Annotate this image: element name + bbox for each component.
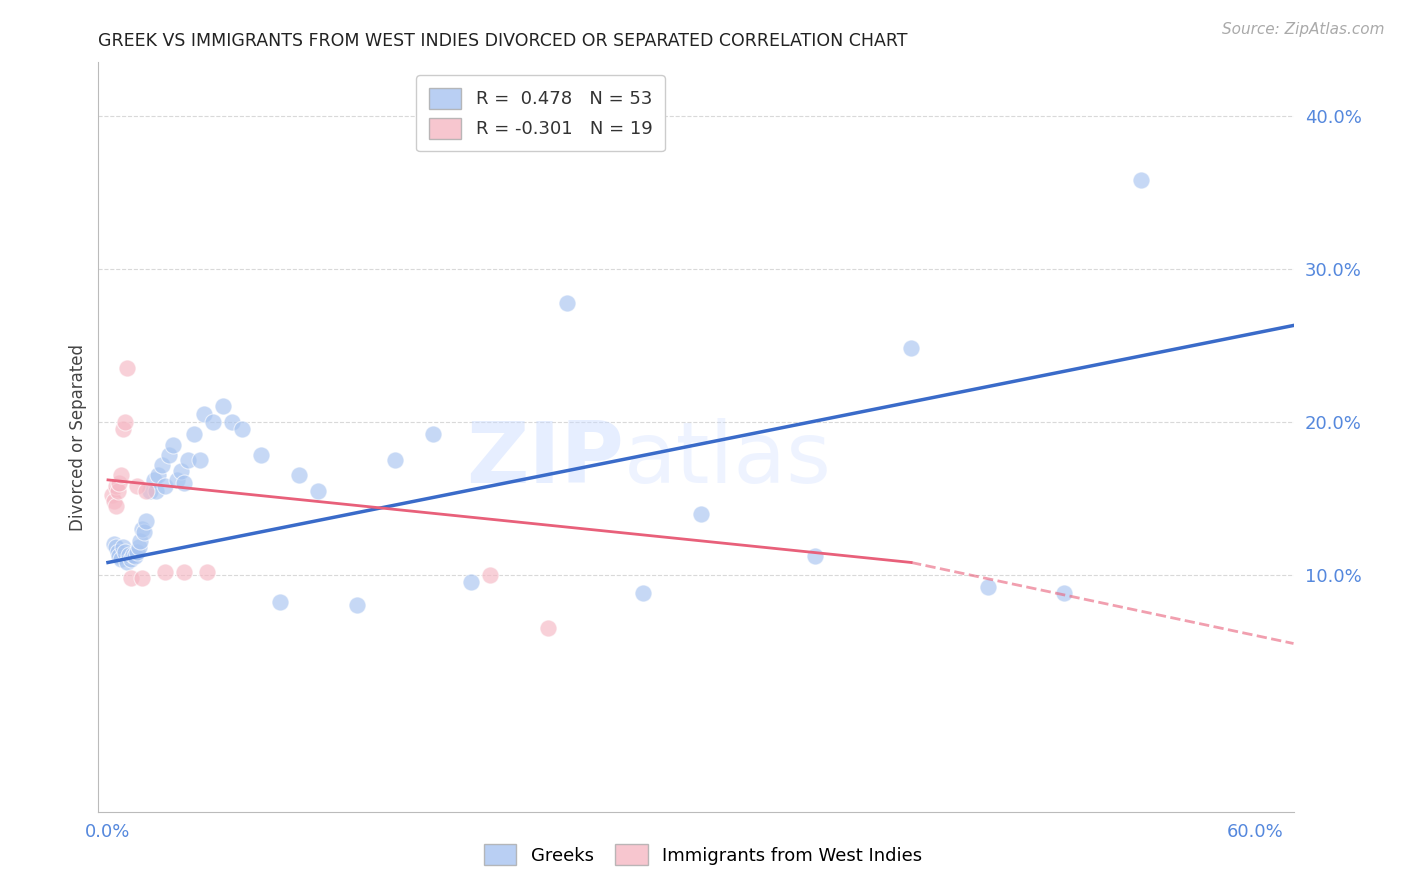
Point	[479, 567, 502, 582]
Point	[307, 483, 329, 498]
Point	[202, 415, 225, 429]
Point	[193, 407, 215, 421]
Point	[120, 571, 142, 585]
Point	[173, 565, 195, 579]
Point	[118, 548, 141, 562]
Point	[162, 438, 184, 452]
Point	[384, 453, 406, 467]
Point	[900, 342, 922, 356]
Text: Source: ZipAtlas.com: Source: ZipAtlas.com	[1222, 22, 1385, 37]
Point	[804, 549, 827, 564]
Point	[128, 540, 150, 554]
Point	[135, 483, 157, 498]
Point	[124, 549, 146, 564]
Point	[269, 595, 291, 609]
Point	[976, 580, 998, 594]
Legend: R =  0.478   N = 53, R = -0.301   N = 19: R = 0.478 N = 53, R = -0.301 N = 19	[416, 75, 665, 152]
Point	[146, 468, 169, 483]
Legend: Greeks, Immigrants from West Indies: Greeks, Immigrants from West Indies	[477, 837, 929, 872]
Point	[537, 621, 560, 635]
Point	[112, 540, 135, 554]
Point	[115, 361, 138, 376]
Point	[288, 468, 311, 483]
Point	[177, 453, 200, 467]
Text: ZIP: ZIP	[467, 418, 624, 501]
Point	[120, 552, 142, 566]
Point	[121, 548, 143, 562]
Point	[139, 483, 162, 498]
Point	[104, 499, 127, 513]
Point	[107, 545, 129, 559]
Point	[211, 400, 233, 414]
Text: GREEK VS IMMIGRANTS FROM WEST INDIES DIVORCED OR SEPARATED CORRELATION CHART: GREEK VS IMMIGRANTS FROM WEST INDIES DIV…	[98, 32, 908, 50]
Point	[555, 295, 578, 310]
Point	[104, 540, 127, 554]
Point	[129, 534, 152, 549]
Point	[104, 479, 127, 493]
Y-axis label: Divorced or Separated: Divorced or Separated	[69, 343, 87, 531]
Point	[110, 468, 132, 483]
Point	[221, 415, 243, 429]
Point	[1129, 173, 1152, 187]
Point	[188, 453, 211, 467]
Point	[135, 514, 157, 528]
Point	[145, 483, 167, 498]
Point	[346, 599, 368, 613]
Point	[114, 545, 136, 559]
Point	[173, 475, 195, 490]
Point	[142, 473, 165, 487]
Point	[460, 575, 482, 590]
Point	[108, 475, 131, 490]
Point	[131, 522, 153, 536]
Point	[134, 524, 156, 539]
Point	[231, 422, 253, 436]
Point	[115, 556, 138, 570]
Point	[155, 479, 177, 493]
Point	[157, 449, 180, 463]
Point	[125, 479, 148, 493]
Point	[103, 494, 125, 508]
Point	[155, 565, 177, 579]
Point	[169, 464, 191, 478]
Point	[114, 415, 136, 429]
Text: atlas: atlas	[624, 418, 832, 501]
Point	[422, 427, 444, 442]
Point	[108, 549, 131, 564]
Point	[150, 458, 173, 472]
Point	[633, 586, 655, 600]
Point	[110, 552, 132, 566]
Point	[107, 483, 129, 498]
Point	[197, 565, 219, 579]
Point	[101, 488, 124, 502]
Point	[689, 507, 711, 521]
Point	[103, 537, 125, 551]
Point	[131, 571, 153, 585]
Point	[1053, 586, 1076, 600]
Point	[183, 427, 205, 442]
Point	[166, 473, 188, 487]
Point	[125, 545, 148, 559]
Point	[112, 422, 135, 436]
Point	[250, 449, 273, 463]
